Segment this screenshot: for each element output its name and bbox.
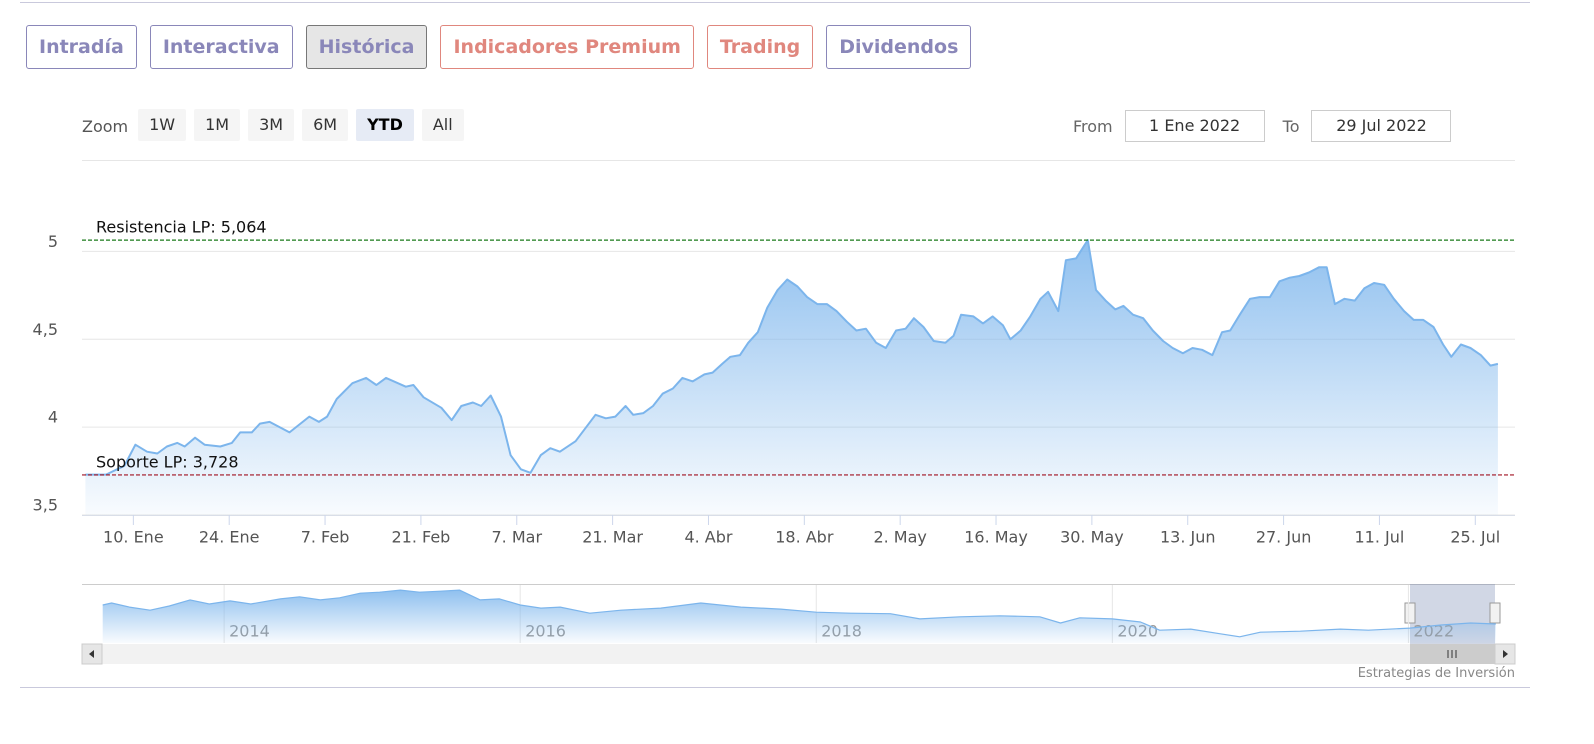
zoom-button[interactable]: 6M [302,109,349,141]
navigator-handle[interactable] [1489,602,1501,624]
scrollbar-track[interactable] [82,644,1515,664]
tab[interactable]: Trading [706,25,814,69]
area-fill [102,590,1496,643]
x-tick-label: 27. Jun [1256,528,1312,547]
from-input[interactable]: 1 Ene 2022 [1124,110,1265,142]
area-line [85,239,1499,476]
y-tick-label: 4 [48,408,58,427]
scroll-right-arrow [1503,650,1508,658]
tab[interactable]: Indicadores Premium [440,25,694,69]
x-tick-label: 30. May [1060,528,1124,547]
to-label: To [1282,116,1300,136]
x-tick-label: 24. Ene [199,528,260,547]
to-input[interactable]: 29 Jul 2022 [1311,110,1452,142]
plot-line-label: Resistencia LP: 5,064 [96,218,267,237]
navigator-handle[interactable] [1404,602,1416,624]
x-tick-label: 7. Feb [301,528,350,547]
x-tick-label: 7. Mar [491,528,542,547]
x-tick-label: 21. Feb [391,528,450,547]
y-tick-label: 3,5 [33,496,58,515]
x-tick-label: 11. Jul [1355,528,1405,547]
y-tick-label: 5 [48,232,58,251]
x-tick-label: 4. Abr [684,528,732,547]
tab[interactable]: Intradía [26,25,137,69]
scrollbar-grip [1447,650,1457,658]
bottom-rule [20,687,1530,688]
x-tick-label: 21. Mar [582,528,643,547]
zoom-button[interactable]: 1M [194,109,241,141]
zoom-button[interactable]: 3M [248,109,295,141]
credits: Estrategias de Inversión [1357,666,1515,681]
x-tick-label: 2. May [873,528,926,547]
area-line [102,589,1496,638]
plot-line-label: Soporte LP: 3,728 [96,452,239,471]
tab[interactable]: Dividendos [826,25,972,69]
x-tick-label: 25. Jul [1450,528,1500,547]
zoom-bar: Zoom 1W 1M 3M 6M YTD All [82,109,464,141]
scroll-left-arrow [89,650,94,658]
tab-bar: Intradía Interactiva Histórica Indicadores … [26,25,972,69]
y-tick-label: 4,5 [33,320,58,339]
area-fill [85,240,1498,515]
from-label: From [1073,116,1113,136]
tab[interactable]: Histórica [305,25,428,69]
tab[interactable]: Interactiva [149,25,293,69]
zoom-button[interactable]: All [421,109,464,141]
range-selector: From 1 Ene 2022 To 29 Jul 2022 [1073,110,1452,142]
x-tick-label: 16. May [964,528,1028,547]
zoom-button[interactable]: YTD [356,109,414,141]
zoom-button[interactable]: 1W [138,109,187,141]
x-tick-label: 13. Jun [1160,528,1216,547]
top-rule [20,2,1530,3]
x-tick-label: 18. Abr [775,528,834,547]
x-tick-label: 10. Ene [103,528,164,547]
zoom-label: Zoom [82,117,129,136]
